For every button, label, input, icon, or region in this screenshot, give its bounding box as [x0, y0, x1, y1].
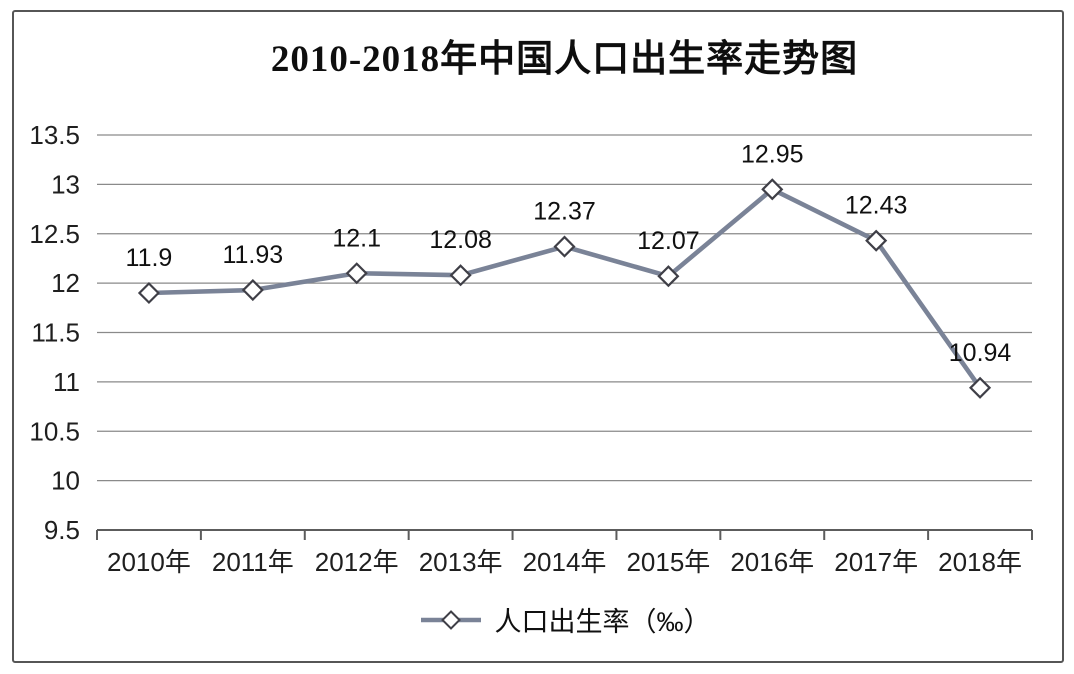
data-point-label: 11.93: [222, 241, 283, 269]
x-tick-label: 2013年: [419, 547, 503, 577]
data-point-marker: [865, 229, 888, 252]
data-point-marker: [449, 264, 472, 287]
data-point-label: 12.37: [533, 198, 596, 226]
data-point-label: 11.9: [126, 244, 173, 272]
x-tick-label: 2017年: [834, 547, 918, 577]
data-point-label: 12.43: [845, 192, 908, 220]
data-point-marker: [241, 278, 264, 302]
x-tick-label: 2015年: [626, 547, 710, 577]
x-tick-label: 2011年: [212, 547, 294, 577]
y-tick-label: 13.5: [29, 120, 80, 150]
y-tick-label: 12.5: [29, 219, 80, 249]
data-point-marker: [761, 178, 784, 201]
data-point-label: 12.08: [429, 226, 492, 254]
x-tick-label: 2016年: [730, 547, 814, 577]
legend: 人口出生率（‰）: [97, 600, 1032, 639]
y-tick-label: 13: [51, 169, 80, 199]
y-tick-label: 12: [51, 268, 80, 298]
x-tick-label: 2018年: [938, 547, 1022, 577]
y-tick-label: 10: [51, 466, 80, 496]
y-tick-label: 11.5: [31, 318, 80, 348]
data-point-label: 12.95: [741, 140, 804, 168]
legend-label: 人口出生率（‰）: [494, 607, 711, 637]
data-point-marker: [137, 281, 160, 305]
chart-title: 2010-2018年中国人口出生率走势图: [270, 39, 859, 80]
data-point-marker: [553, 235, 576, 258]
data-point-label: 12.07: [637, 227, 700, 255]
legend-diamond: [440, 609, 461, 630]
legend-line-diamond-icon: [420, 609, 481, 630]
data-point-marker: [657, 265, 680, 288]
data-point-marker: [345, 262, 368, 285]
x-tick-label: 2012年: [315, 547, 399, 577]
data-point-label: 10.94: [949, 339, 1012, 367]
chart-frame: [12, 10, 1064, 663]
y-tick-label: 10.5: [29, 416, 80, 446]
data-point-label: 12.1: [332, 224, 381, 252]
x-tick-label: 2014年: [523, 547, 607, 577]
y-tick-label: 11: [53, 367, 80, 397]
x-tick-label: 2010年: [107, 547, 191, 577]
y-tick-label: 9.5: [44, 515, 80, 545]
data-point-marker: [969, 376, 992, 399]
